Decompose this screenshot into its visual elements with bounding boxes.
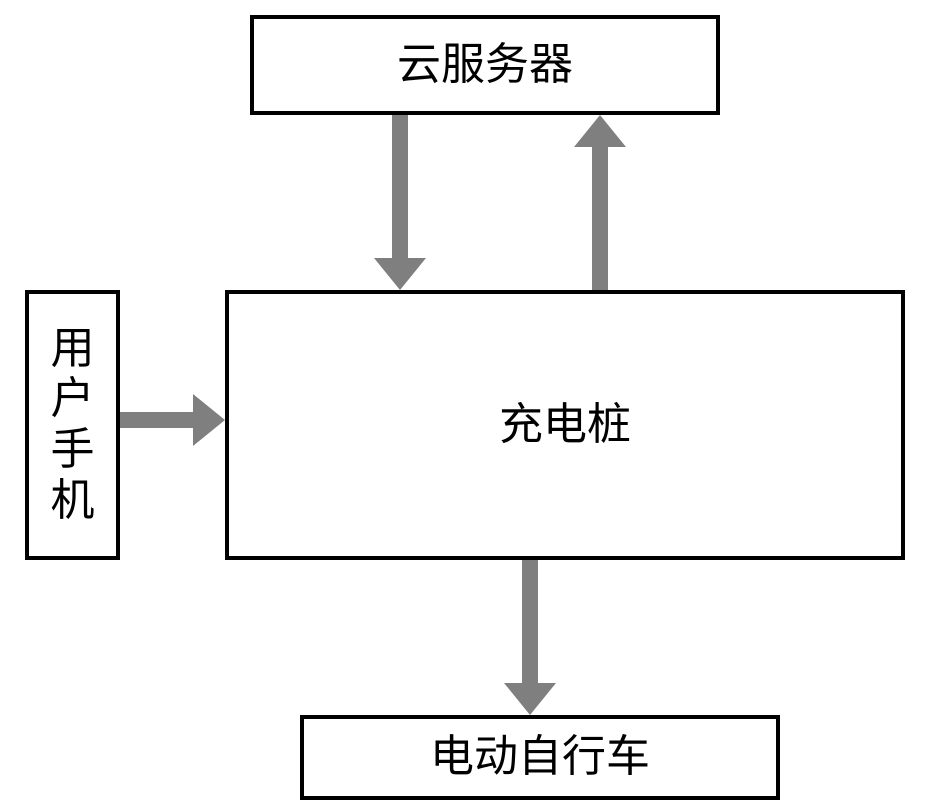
node-electric-bike-label: 电动自行车: [430, 731, 650, 784]
arrow-cloud-to-pile-head: [374, 258, 426, 290]
node-user-phone-label: 用户手机: [48, 324, 98, 526]
arrow-pile-to-cloud-head: [574, 115, 626, 147]
arrow-pile-to-cloud: [592, 147, 608, 290]
arrow-cloud-to-pile: [392, 115, 408, 260]
arrow-pile-to-bike-head: [504, 683, 556, 715]
node-electric-bike: 电动自行车: [300, 715, 780, 800]
arrow-pile-to-bike: [522, 560, 538, 683]
node-user-phone: 用户手机: [25, 290, 120, 560]
node-cloud-server-label: 云服务器: [397, 39, 573, 92]
node-charging-pile: 充电桩: [225, 290, 905, 560]
arrow-phone-to-pile: [120, 412, 193, 428]
node-cloud-server: 云服务器: [250, 15, 720, 115]
node-charging-pile-label: 充电桩: [499, 399, 631, 452]
arrow-phone-to-pile-head: [193, 394, 225, 446]
